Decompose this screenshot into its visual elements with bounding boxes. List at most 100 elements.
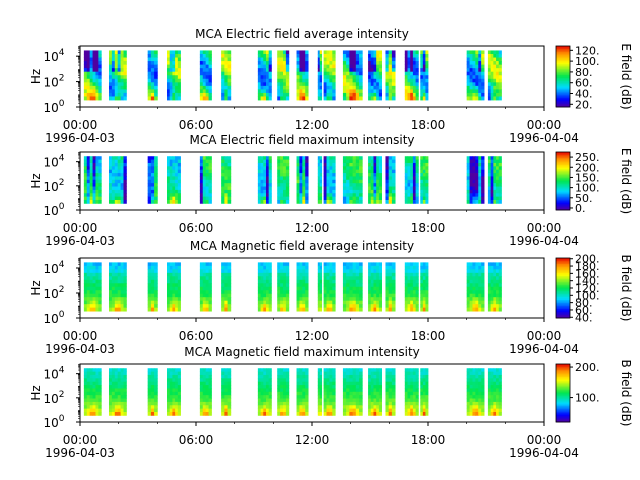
spectrogram-cell [359, 269, 363, 274]
spectrogram-cell [415, 276, 419, 281]
spectrogram-cell [154, 183, 158, 187]
x-tick-date: 1996-04-03 [45, 446, 115, 460]
spectrogram-cell [175, 75, 179, 80]
spectrogram-cell [257, 71, 261, 76]
spectrogram-cell [263, 85, 267, 90]
spectrogram-cell [263, 286, 267, 291]
spectrogram-cell [86, 85, 91, 90]
spectrogram-cell [83, 265, 88, 270]
spectrogram-cell [481, 85, 485, 90]
spectrogram-cell [359, 398, 363, 403]
spectrogram-cell [352, 196, 357, 201]
spectrogram-cell [280, 85, 284, 90]
spectrogram-cell [98, 89, 102, 94]
spectrogram-cell [280, 262, 284, 267]
spectrogram-cell [346, 89, 350, 94]
spectrogram-cell [326, 85, 330, 90]
spectrogram-cell [493, 272, 497, 277]
spectrogram-cell [109, 193, 113, 198]
colorbar: 40.60.80.100.120.140.160.180.200. B field… [555, 253, 633, 324]
spectrogram-cell [317, 57, 321, 62]
spectrogram-cell [172, 371, 176, 376]
spectrogram-cell [319, 378, 323, 383]
spectrogram-cell [92, 196, 96, 201]
spectrogram-cell [420, 193, 424, 198]
spectrogram-cell [260, 307, 264, 312]
spectrogram-cell [496, 156, 500, 160]
spectrogram-cell [302, 368, 306, 372]
spectrogram-cell [177, 304, 181, 309]
spectrogram-cell [147, 50, 152, 55]
spectrogram-cell [329, 368, 333, 372]
spectrogram-cell [420, 265, 424, 270]
spectrogram-cell [154, 395, 158, 399]
spectrogram-cell [123, 265, 127, 270]
spectrogram-cell [86, 307, 91, 312]
spectrogram-cell [404, 293, 408, 298]
spectrogram-cell [391, 82, 396, 87]
spectrogram-cell [263, 173, 267, 177]
spectrogram-cell [208, 385, 212, 389]
spectrogram-cell [263, 169, 267, 174]
spectrogram-cell [407, 162, 411, 167]
spectrogram-cell [285, 374, 290, 379]
spectrogram-cell [277, 307, 281, 312]
spectrogram-cell [376, 381, 380, 386]
spectrogram-cell [260, 283, 264, 288]
spectrogram-cell [86, 269, 91, 274]
spectrogram-cell [177, 385, 181, 389]
spectrogram-cell [319, 401, 323, 406]
spectrogram-cell [469, 290, 473, 295]
spectrogram-cell [92, 89, 96, 94]
spectrogram-cell [349, 408, 353, 413]
colorbar-swatch [556, 76, 570, 79]
spectrogram-cell [385, 265, 390, 270]
spectrogram-cell [111, 405, 116, 410]
spectrogram-cell [117, 85, 121, 90]
spectrogram-cell [123, 304, 127, 309]
spectrogram-cell [83, 57, 88, 62]
spectrogram-cell [493, 193, 497, 198]
spectrogram-cell [199, 272, 204, 277]
spectrogram-cell [111, 186, 116, 191]
spectrogram-cell [370, 89, 374, 94]
colorbar-swatch [556, 185, 570, 188]
spectrogram-cell [123, 408, 127, 413]
spectrogram-cell [283, 186, 287, 191]
spectrogram-cell [265, 193, 270, 198]
spectrogram-cell [280, 183, 284, 187]
spectrogram-cell [299, 371, 303, 376]
colorbar-swatch [556, 291, 570, 293]
spectrogram-cell [257, 53, 261, 58]
spectrogram-cell [305, 307, 309, 312]
spectrogram-cell [109, 82, 113, 87]
spectrogram-cell [111, 179, 116, 184]
spectrogram-cell [378, 265, 382, 270]
spectrogram-cell [299, 405, 303, 410]
spectrogram-cell [420, 276, 424, 281]
spectrogram-cell [415, 92, 419, 97]
spectrogram-cell [268, 276, 272, 281]
spectrogram-cell [98, 385, 102, 389]
spectrogram-cell [385, 279, 390, 284]
spectrogram-cell [487, 183, 492, 187]
spectrogram-cell [227, 279, 232, 284]
spectrogram-cell [420, 398, 424, 403]
colorbar-swatch [556, 279, 570, 281]
colorbar-swatch [556, 288, 570, 290]
spectrogram-cell [466, 173, 470, 177]
spectrogram-cell [420, 371, 424, 376]
spectrogram-cell [257, 265, 261, 270]
spectrogram-cell [83, 388, 88, 393]
spectrogram-cell [177, 374, 181, 379]
colorbar-swatch [556, 102, 570, 105]
spectrogram-cell [283, 162, 287, 167]
spectrogram-cell [370, 262, 374, 267]
spectrogram-cell [326, 186, 330, 191]
colorbar-frame [555, 151, 571, 211]
spectrogram-cell [305, 173, 309, 177]
spectrogram-cell [410, 53, 414, 58]
spectrogram-cell [280, 193, 284, 198]
spectrogram-cell [154, 293, 158, 298]
spectrogram-cell [425, 304, 429, 309]
